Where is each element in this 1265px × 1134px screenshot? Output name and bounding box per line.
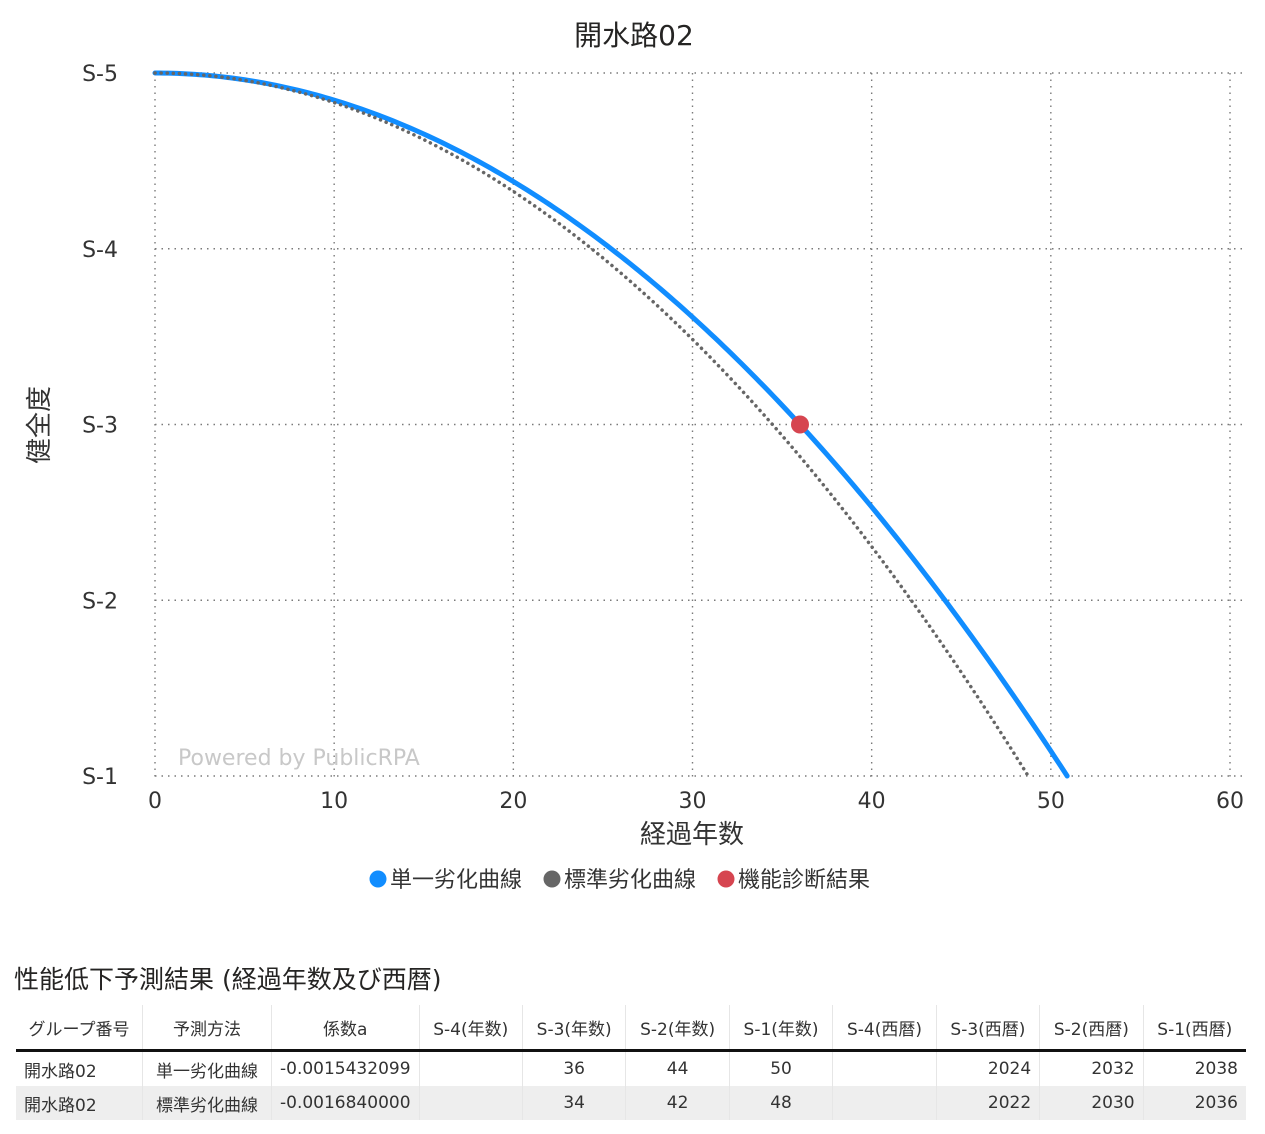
y-axis-ticks: S-5 S-4 S-3 S-2 S-1 [82,62,118,790]
data-point-diagnosis [791,415,809,434]
cell-group: 開水路02 [16,1086,143,1120]
cell-s4-year [832,1050,937,1086]
header-method[interactable]: 予測方法 [142,1005,272,1052]
cell-s4-years [419,1086,523,1120]
series-single-curve [152,70,1070,779]
legend: 単一劣化曲線 標準劣化曲線 機能診断結果 [369,868,870,893]
cell-coef: -0.0015432099 [271,1050,420,1086]
x-tick-label: 40 [858,789,886,814]
legend-marker [717,870,735,888]
legend-marker [369,870,387,888]
x-tick-label: 0 [148,789,162,814]
results-table: グループ番号 予測方法 係数a S-4(年数) S-3(年数) S-2(年数) … [16,1005,1246,1120]
chart-title: 開水路02 [574,19,694,52]
header-s2-year[interactable]: S-2(西暦) [1039,1005,1144,1052]
cell-s4-year [832,1086,937,1120]
legend-label: 単一劣化曲線 [390,868,522,893]
table-row[interactable]: 開水路02 標準劣化曲線 -0.0016840000 34 42 48 2022… [16,1086,1246,1120]
x-axis-title: 経過年数 [640,820,744,850]
cell-s2-year: 2030 [1039,1086,1144,1120]
watermark: Powered by PublicRPA [178,746,420,771]
cell-group: 開水路02 [16,1050,143,1086]
cell-s2-years: 44 [625,1050,730,1086]
y-tick-label: S-4 [82,238,118,263]
cell-method: 標準劣化曲線 [142,1086,272,1120]
x-tick-label: 20 [499,789,527,814]
header-s4-year[interactable]: S-4(西暦) [832,1005,937,1052]
header-group-number[interactable]: グループ番号 [16,1005,143,1052]
cell-s1-year: 2038 [1194,1059,1238,1079]
header-coef[interactable]: 係数a [271,1005,420,1052]
x-tick-label: 30 [679,789,707,814]
cell-s1-year: 2036 [1143,1086,1246,1120]
chart-area: 開水路02 S-5 S-4 S-3 S-2 S-1 0 10 20 30 40 50 60 Powe… [25,19,1244,893]
y-tick-label: S-1 [82,765,118,790]
legend-label: 標準劣化曲線 [564,868,696,893]
header-s1-year[interactable]: S-1(西暦) [1143,1005,1246,1052]
x-tick-label: 50 [1037,789,1065,814]
legend-marker [543,870,561,888]
legend-label: 機能診断結果 [738,868,870,893]
cell-s4-years [419,1050,523,1086]
header-s2-years[interactable]: S-2(年数) [625,1005,730,1052]
header-s3-years[interactable]: S-3(年数) [522,1005,627,1052]
cell-method: 単一劣化曲線 [142,1050,272,1086]
cell-s3-year: 2022 [936,1086,1041,1120]
cell-s3-year: 2024 [936,1050,1041,1086]
table-header-row: グループ番号 予測方法 係数a S-4(年数) S-3(年数) S-2(年数) … [16,1005,1246,1052]
table-title: 性能低下予測結果 (経過年数及び西暦) [14,965,442,994]
y-tick-label: S-2 [82,589,118,614]
y-tick-label: S-3 [82,414,118,439]
header-s1-years[interactable]: S-1(年数) [729,1005,834,1052]
cell-coef: -0.0016840000 [271,1086,420,1120]
cell-s1-years: 48 [729,1086,834,1120]
header-s4-years[interactable]: S-4(年数) [419,1005,523,1052]
y-axis-title: 健全度 [25,386,55,464]
cell-s1-years: 50 [729,1050,834,1086]
series-layer [152,70,1070,779]
x-tick-label: 10 [320,789,348,814]
cell-s2-years: 42 [625,1086,730,1120]
x-tick-label: 60 [1216,789,1244,814]
cell-s2-year: 2032 [1039,1050,1144,1086]
table-row[interactable]: 開水路02 単一劣化曲線 -0.0015432099 36 44 50 2024… [16,1050,1246,1086]
series-standard-curve [153,71,1030,778]
cell-s3-years: 36 [522,1050,627,1086]
cell-s3-years: 34 [522,1086,627,1120]
grid-lines [154,72,1242,780]
header-s3-year[interactable]: S-3(西暦) [936,1005,1041,1052]
y-tick-label: S-5 [82,62,118,87]
x-axis-ticks: 0 10 20 30 40 50 60 [148,789,1244,814]
